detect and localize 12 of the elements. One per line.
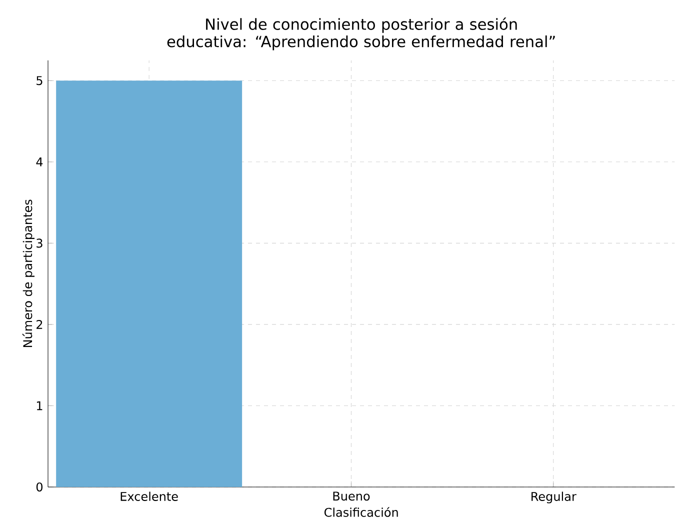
x-axis-title: Clasificación <box>324 507 398 517</box>
chart-title: Nivel de conocimiento posterior a sesión educativa: “Aprendiendo sobre enfermedad renal” <box>167 18 555 50</box>
y-tick-label: 3 <box>36 238 42 248</box>
y-tick-label: 1 <box>36 401 42 410</box>
y-tick-label: 5 <box>36 76 42 86</box>
y-tick-label: 0 <box>36 482 42 492</box>
y-tick-label: 4 <box>36 158 43 166</box>
x-tick-label: Excelente <box>120 492 178 501</box>
y-axis-title: Número de participantes <box>22 200 34 348</box>
x-tick-label: Bueno <box>333 492 370 501</box>
y-tick-label: 2 <box>36 320 42 329</box>
x-tick-label: Regular <box>532 492 576 504</box>
